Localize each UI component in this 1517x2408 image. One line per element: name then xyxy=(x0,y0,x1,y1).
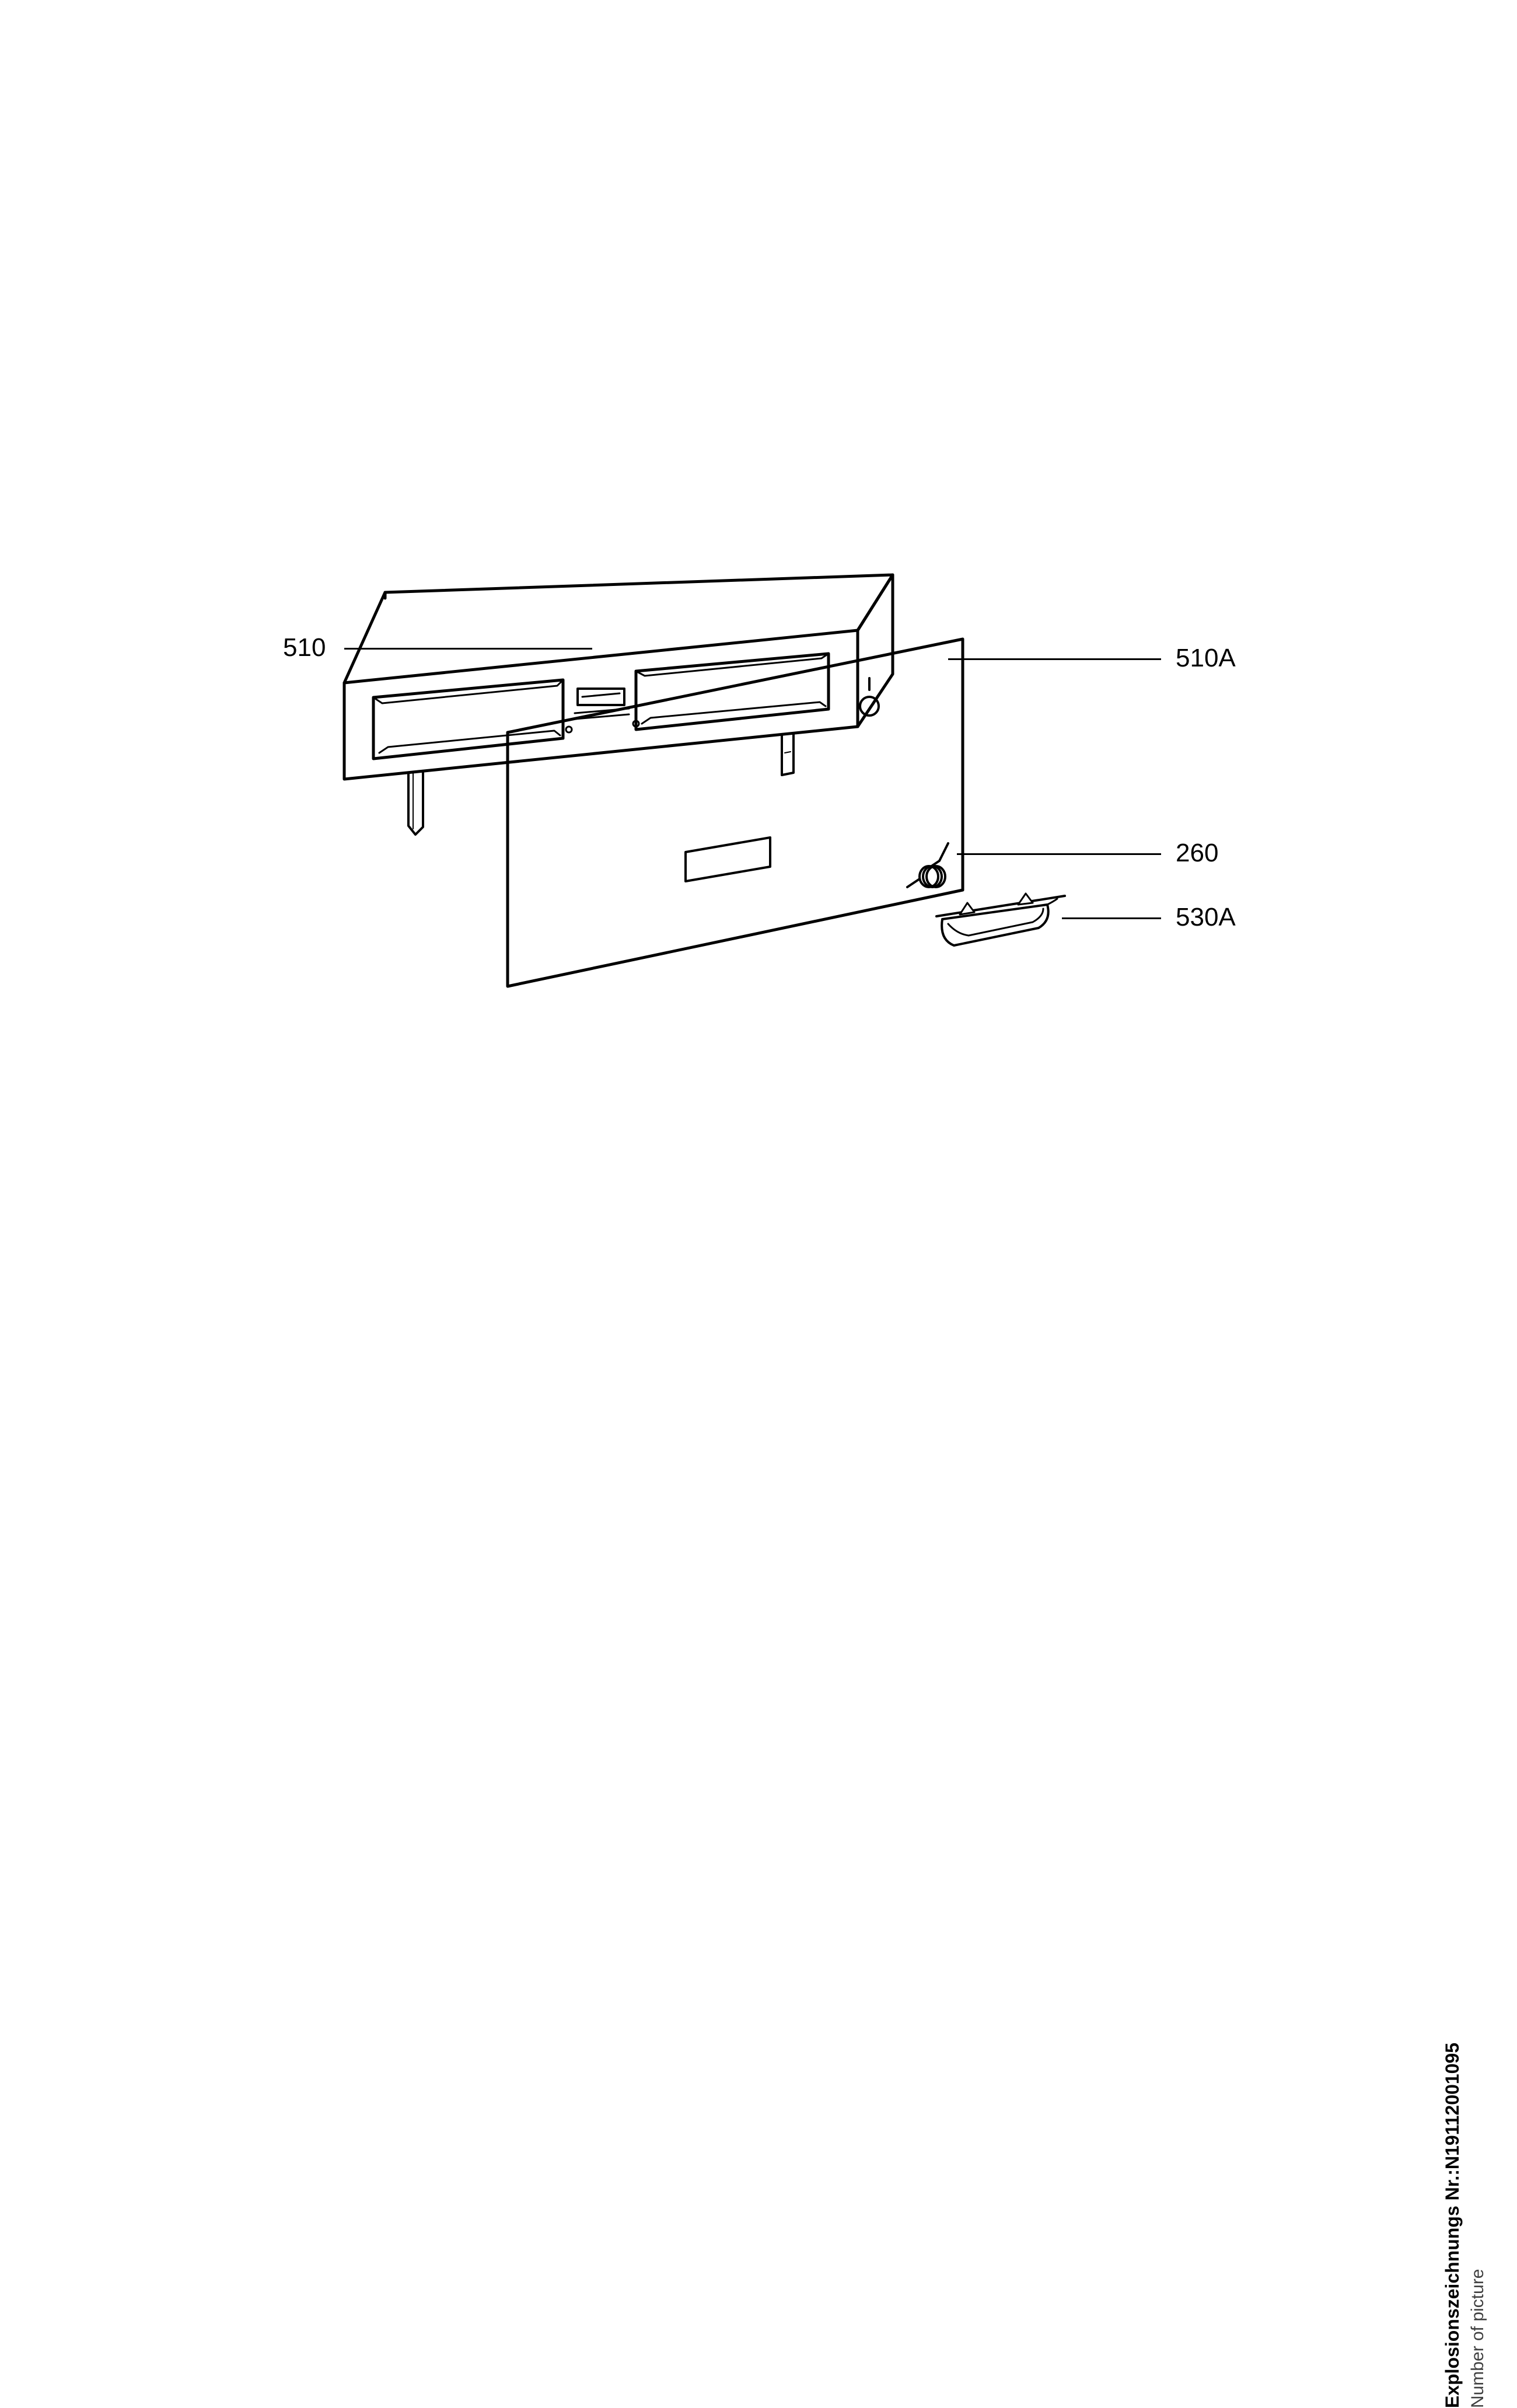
drawing-number: Explosionszeichnungs Nr.:N19112001095 xyxy=(1442,2043,1463,2408)
exploded-view-diagram: 510 510A 260 xyxy=(0,0,1517,2276)
drawing-number-caption: Explosionszeichnungs Nr.:N19112001095 Nu… xyxy=(1442,2043,1488,2408)
part-530a-latch xyxy=(928,884,1074,960)
label-510a: 510A xyxy=(1176,644,1236,673)
label-510: 510 xyxy=(283,633,326,662)
drawing-number-subtitle: Number of picture xyxy=(1468,2043,1488,2408)
leader-530a xyxy=(1062,917,1161,919)
label-260: 260 xyxy=(1176,839,1218,868)
leader-260 xyxy=(957,853,1161,855)
part-510a-panel-plate xyxy=(484,630,986,998)
label-530a: 530A xyxy=(1176,903,1236,932)
leader-510a xyxy=(948,658,1161,660)
